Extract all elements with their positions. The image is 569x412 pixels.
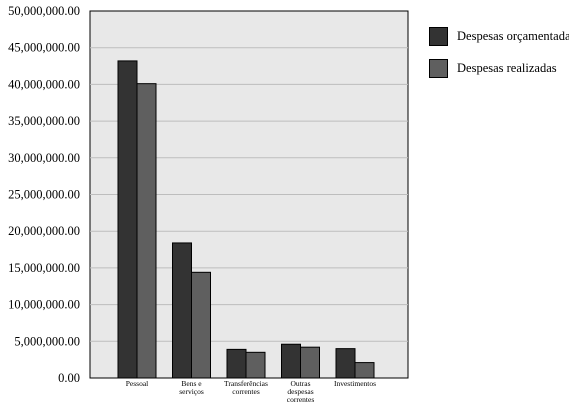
legend-label-realizadas: Despesas realizadas — [457, 61, 557, 75]
bar — [245, 351, 266, 379]
bar — [354, 362, 375, 379]
bar — [281, 343, 301, 379]
y-tick-label: 45,000,000.00 — [8, 41, 80, 55]
y-tick-label: 15,000,000.00 — [8, 261, 80, 275]
bar — [226, 348, 247, 379]
x-tick-label: correntes — [287, 395, 315, 404]
y-axis-labels: 0.00 5,000,000.00 10,000,000.00 15,000,000.… — [8, 4, 80, 385]
y-tick-label: 20,000,000.00 — [8, 224, 80, 238]
x-tick-label: correntes — [232, 387, 260, 396]
x-tick-label: Investimentos — [334, 379, 376, 388]
x-tick-label: Transferências — [224, 379, 268, 388]
bars — [117, 60, 375, 379]
y-tick-label: 50,000,000.00 — [8, 4, 80, 18]
bar — [300, 346, 320, 379]
x-tick-label: despesas — [287, 387, 313, 396]
legend-swatch-realizadas — [429, 59, 448, 78]
y-tick-label: 30,000,000.00 — [8, 151, 80, 165]
x-tick-label: Pessoal — [126, 379, 149, 388]
bar — [136, 83, 157, 379]
y-tick-label: 35,000,000.00 — [8, 114, 80, 128]
bar — [191, 271, 211, 379]
x-tick-label: Outras — [291, 379, 311, 388]
bar — [172, 242, 192, 379]
bar — [335, 348, 356, 379]
legend-swatch-orcamentadas — [429, 27, 448, 46]
y-tick-label: 40,000,000.00 — [8, 77, 80, 91]
bar — [117, 60, 138, 379]
y-tick-label: 25,000,000.00 — [8, 188, 80, 202]
y-tick-label: 0.00 — [58, 371, 80, 385]
y-tick-label: 10,000,000.00 — [8, 298, 80, 312]
y-tick-label: 5,000,000.00 — [14, 334, 80, 348]
x-axis-labels: Pessoal Bens eserviçosTransferênciascorre… — [126, 379, 376, 404]
x-tick-label: serviços — [179, 387, 204, 396]
x-tick-label: Bens e — [181, 379, 202, 388]
legend-label-orcamentadas: Despesas orçamentadas — [457, 29, 569, 43]
